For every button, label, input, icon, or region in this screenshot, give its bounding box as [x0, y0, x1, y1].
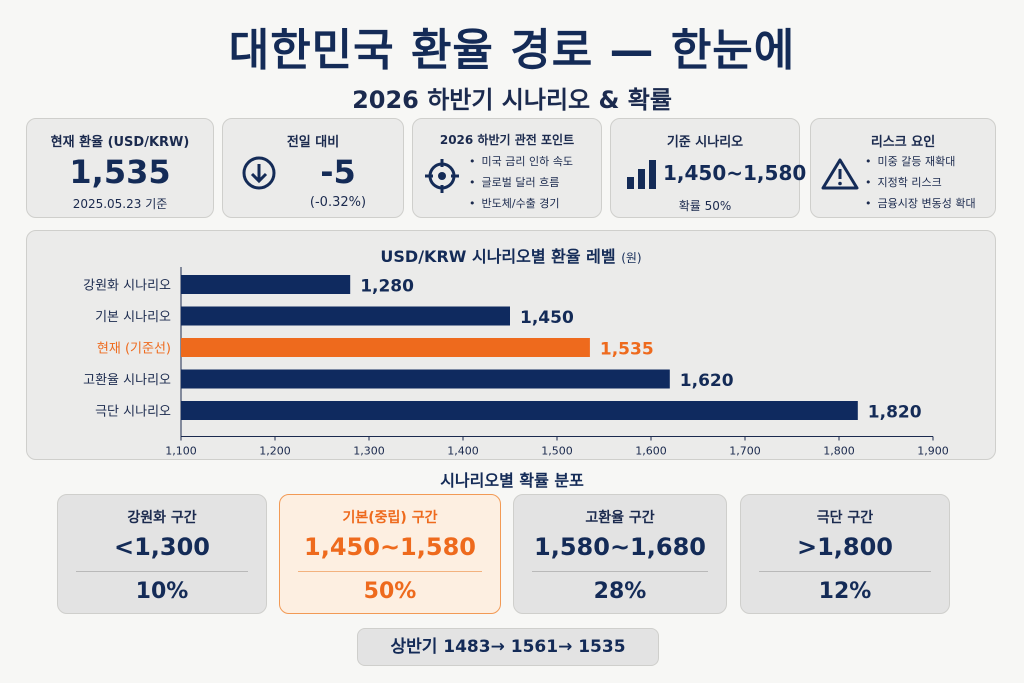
page-title: 대한민국 환율 경로 — 한눈에 [228, 25, 796, 76]
kpi-risk-title: 리스크 요인 [870, 135, 936, 150]
page-subtitle: 2026 하반기 시나리오 & 확률 [352, 86, 672, 114]
kpi-risk-list: 미중 갈등 재확대 지정학 리스크 금융시장 변동성 확대 [865, 151, 976, 214]
kpi-base-value: 1,450~1,580 [663, 161, 807, 185]
probability-range: <1,300 [113, 533, 211, 561]
bar [181, 369, 670, 389]
list-item: 금융시장 변동성 확대 [865, 193, 976, 214]
x-tick-label: 1,600 [635, 445, 667, 458]
warning-icon [821, 158, 859, 190]
kpi-focus-points: 2026 하반기 관전 포인트 미국 금리 인하 속도 글로벌 달러 흐름 반도… [412, 118, 602, 218]
probability-percent: 10% [135, 579, 189, 604]
kpi-current-title: 현재 환율 (USD/KRW) [50, 135, 190, 150]
kpi-change: 전일 대비 -5 (-0.32%) [222, 118, 404, 218]
bar-chart-icon [627, 160, 656, 189]
crosshair-target-icon [425, 159, 459, 193]
kpi-change-note: (-0.32%) [309, 195, 367, 210]
data-label: 1,450 [520, 308, 574, 328]
kpi-base-note: 확률 50% [678, 199, 732, 213]
list-item: 지정학 리스크 [865, 172, 976, 193]
kpi-current-value: 1,535 [69, 153, 171, 191]
chart-title: USD/KRW 시나리오별 환율 레벨 (원) [27, 243, 995, 267]
chart-unit: (원) [621, 251, 642, 265]
x-tick-label: 1,700 [729, 445, 761, 458]
bar [181, 275, 351, 294]
divider [532, 571, 708, 572]
list-item: 글로벌 달러 흐름 [469, 172, 573, 193]
kpi-current-note: 2025.05.23 기준 [72, 197, 168, 211]
probability-percent: 12% [818, 579, 872, 604]
probability-range: 1,450~1,580 [304, 533, 476, 561]
x-tick-label: 1,200 [259, 445, 291, 458]
x-tick-label: 1,300 [353, 445, 385, 458]
category-label: 현재 (기준선) [97, 342, 171, 357]
list-item: 미국 금리 인하 속도 [469, 151, 573, 172]
data-label: 1,280 [360, 277, 414, 297]
chart-title-text: USD/KRW 시나리오별 환율 레벨 [380, 247, 616, 266]
probability-label: 고환율 구간 [585, 510, 655, 526]
list-item: 미중 갈등 재확대 [865, 151, 976, 172]
x-tick-label: 1,900 [917, 445, 949, 458]
category-label: 고환율 시나리오 [83, 373, 171, 388]
scenario-bar-chart: 강원화 시나리오 1,280 기본 시나리오 1,450 현재 (기준선) 1,535 고환… [83, 267, 949, 458]
probability-card-extreme: 극단 구간 >1,800 12% [740, 494, 950, 614]
probability-percent: 50% [363, 579, 417, 604]
probability-label: 강원화 구간 [127, 510, 197, 526]
x-tick-label: 1,100 [165, 445, 197, 458]
kpi-base-scenario: 기준 시나리오 1,450~1,580 확률 50% [610, 118, 807, 218]
data-label: 1,535 [600, 340, 654, 360]
probability-section-title: 시나리오별 확률 분포 [440, 471, 584, 490]
category-label: 극단 시나리오 [95, 405, 171, 420]
kpi-risk-factors: 리스크 요인 미중 갈등 재확대 지정학 리스크 금융시장 변동성 확대 [810, 118, 996, 218]
probability-range: >1,800 [796, 533, 894, 561]
kpi-focus-list: 미국 금리 인하 속도 글로벌 달러 흐름 반도체/수출 경기 [469, 151, 573, 214]
data-label: 1,620 [680, 371, 734, 391]
first-half-path: 상반기 1483→ 1561→ 1535 [357, 628, 659, 666]
probability-range: 1,580~1,680 [534, 533, 706, 561]
x-tick-label: 1,400 [447, 445, 479, 458]
category-label: 기본 시나리오 [95, 310, 171, 325]
bar [181, 306, 510, 326]
category-label: 강원화 시나리오 [83, 279, 171, 294]
divider [76, 571, 248, 572]
down-arrow-circle-icon [242, 156, 276, 190]
kpi-base-title: 기준 시나리오 [666, 135, 744, 150]
scenario-chart-card: USD/KRW 시나리오별 환율 레벨 (원) 강원화 시나리오 1,280 기본 … [26, 230, 996, 460]
kpi-current-rate: 현재 환율 (USD/KRW) 1,535 2025.05.23 기준 [26, 118, 214, 218]
data-label: 1,820 [868, 403, 922, 423]
kpi-focus-title: 2026 하반기 관전 포인트 [439, 133, 575, 147]
kpi-change-value: -5 [320, 153, 356, 191]
divider [298, 571, 482, 572]
divider [759, 571, 931, 572]
probability-card-high-rate: 고환율 구간 1,580~1,680 28% [513, 494, 727, 614]
x-tick-label: 1,500 [541, 445, 573, 458]
x-tick-label: 1,800 [823, 445, 855, 458]
kpi-change-title: 전일 대비 [286, 135, 340, 150]
probability-card-base: 기본(중립) 구간 1,450~1,580 50% [279, 494, 501, 614]
probability-percent: 28% [593, 579, 647, 604]
probability-label: 극단 구간 [816, 510, 874, 526]
bar [181, 401, 858, 420]
probability-card-strong-won: 강원화 구간 <1,300 10% [57, 494, 267, 614]
list-item: 반도체/수출 경기 [469, 193, 573, 214]
bar [181, 338, 590, 357]
probability-label: 기본(중립) 구간 [342, 510, 438, 526]
